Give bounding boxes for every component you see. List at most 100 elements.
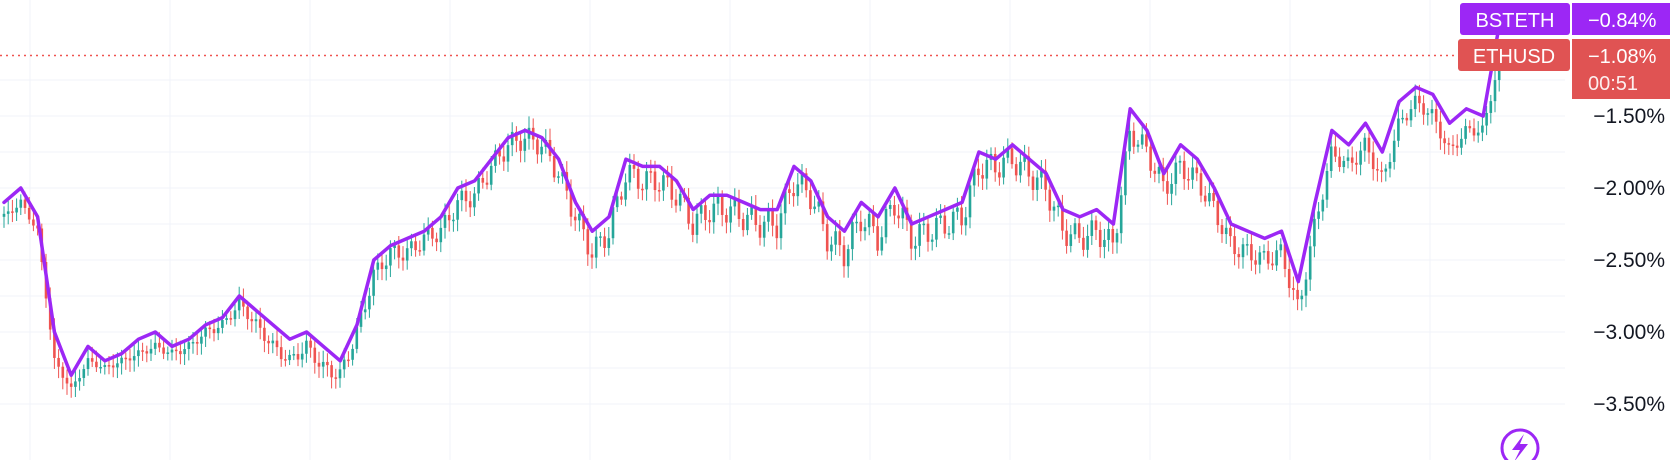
ethusd-candle-body	[1317, 211, 1320, 219]
ethusd-candle-body	[99, 366, 102, 369]
ethusd-candle-body	[981, 175, 984, 179]
ethusd-candle-body	[2, 213, 6, 217]
ethusd-candle-body	[586, 229, 590, 255]
ethusd-candle-body	[1262, 251, 1266, 253]
ethusd-candle-body	[1304, 279, 1308, 296]
ethusd-candle-body	[1086, 235, 1089, 250]
ethusd-candle-body	[1065, 230, 1068, 246]
ethusd-candle-body	[1296, 289, 1299, 300]
ethusd-candle-body	[729, 206, 732, 223]
ethusd-candle-body	[1056, 205, 1060, 208]
ethusd-candle-body	[943, 215, 947, 234]
bsteth-legend-badge: BSTETH −0.84%	[1460, 3, 1670, 35]
ethusd-candle-body	[523, 138, 527, 151]
ethusd-candle-body	[494, 150, 497, 166]
ethusd-candle-body	[611, 207, 615, 239]
ethusd-candle-body	[972, 168, 976, 186]
ethusd-candle-body	[1363, 137, 1367, 151]
ethusd-candle-body	[19, 199, 23, 208]
ethusd-candle-body	[901, 207, 905, 219]
ethusd-candle-body	[1271, 263, 1274, 266]
ethusd-candle-body	[401, 257, 405, 261]
ethusd-candle-body	[859, 221, 863, 232]
ethusd-candle-body	[960, 207, 963, 226]
ethusd-candle-body	[1426, 113, 1430, 115]
ethusd-candle-body	[1111, 228, 1115, 243]
ethusd-candle-body	[212, 329, 216, 334]
y-tick-label: −1.50%	[1593, 105, 1665, 128]
ethusd-candle-body	[124, 357, 128, 360]
ethusd-candle-body	[1434, 109, 1438, 122]
ethusd-candle-body	[1443, 138, 1446, 144]
ethusd-candle-body	[1187, 179, 1190, 181]
ethusd-candle-body	[1346, 157, 1350, 161]
ethusd-candle-body	[1367, 137, 1371, 153]
ethusd-candle-body	[1397, 118, 1400, 141]
ethusd-candle-body	[691, 223, 695, 235]
ethusd-name-badge	[1458, 39, 1570, 71]
ethusd-candle-body	[141, 350, 144, 352]
ethusd-candle-body	[170, 349, 174, 353]
ethusd-candle-body	[771, 209, 774, 226]
ethusd-candle-body	[452, 219, 455, 222]
ethusd-candle-body	[1376, 169, 1379, 171]
ethusd-candle-body	[473, 193, 476, 208]
ethusd-candle-body	[1103, 239, 1106, 248]
ethusd-candle-body	[1250, 244, 1253, 261]
ethusd-candle-body	[884, 208, 888, 238]
ethusd-candle-body	[107, 365, 111, 367]
ethusd-candle-body	[1380, 170, 1383, 172]
ethusd-candle-body	[90, 358, 94, 362]
ethusd-candle-body	[993, 153, 997, 173]
ethusd-candle-body	[1371, 152, 1375, 170]
ethusd-candle-body	[649, 171, 653, 173]
ethusd-candle-body	[519, 140, 522, 151]
ethusd-candle-body	[200, 336, 203, 344]
ethusd-candle-body	[641, 188, 644, 191]
ethusd-candle-body	[1157, 166, 1161, 174]
ethusd-candle-body	[897, 215, 900, 219]
ethusd-candle-body	[813, 206, 816, 210]
ethusd-candle-body	[880, 237, 884, 251]
ethusd-candle-body	[1006, 148, 1010, 158]
ethusd-candle-body	[498, 150, 501, 157]
ethusd-candle-body	[1094, 220, 1098, 230]
ethusd-candle-body	[380, 262, 384, 270]
ethusd-candle-body	[1132, 130, 1136, 147]
ethusd-candle-body	[1052, 206, 1056, 211]
ethusd-candle-body	[624, 182, 627, 200]
ethusd-candle-body	[645, 171, 648, 190]
ethusd-candle-body	[23, 199, 27, 208]
ethusd-candle-body	[179, 351, 182, 355]
ethusd-candle-body	[1493, 80, 1497, 102]
ethusd-candle-body	[372, 269, 375, 296]
ethusd-candle-body	[1413, 95, 1417, 110]
ethusd-candle-body	[804, 173, 808, 191]
ethusd-candle-body	[662, 175, 665, 191]
ethusd-candle-body	[1140, 134, 1144, 145]
ethusd-candle-body	[376, 262, 380, 270]
lightning-bolt-icon[interactable]	[1500, 428, 1540, 460]
ethusd-candle-body	[502, 156, 506, 162]
ethusd-candle-body	[216, 327, 220, 334]
ethusd-candle-body	[1409, 109, 1413, 121]
ethusd-candle-body	[1019, 161, 1022, 176]
ethusd-candle-body	[78, 377, 81, 382]
ethusd-candle-body	[1384, 168, 1388, 172]
ethusd-candle-body	[699, 205, 703, 214]
ethusd-candle-body	[313, 347, 317, 363]
ethusd-candle-body	[1275, 250, 1278, 266]
ethusd-candle-body	[838, 231, 842, 246]
y-tick-label: −3.50%	[1593, 393, 1665, 416]
ethusd-candle-body	[11, 211, 14, 213]
ethusd-candle-body	[1220, 225, 1224, 235]
ethusd-candle-body	[128, 358, 132, 361]
ethusd-candle-body	[1245, 244, 1249, 246]
ethusd-candle-body	[1334, 146, 1337, 157]
ethusd-candle-body	[687, 197, 690, 224]
ethusd-candle-body	[439, 227, 443, 243]
ethusd-candle-body	[1128, 130, 1131, 152]
ethusd-candle-body	[1124, 151, 1127, 196]
ethusd-candle-body	[145, 351, 149, 354]
